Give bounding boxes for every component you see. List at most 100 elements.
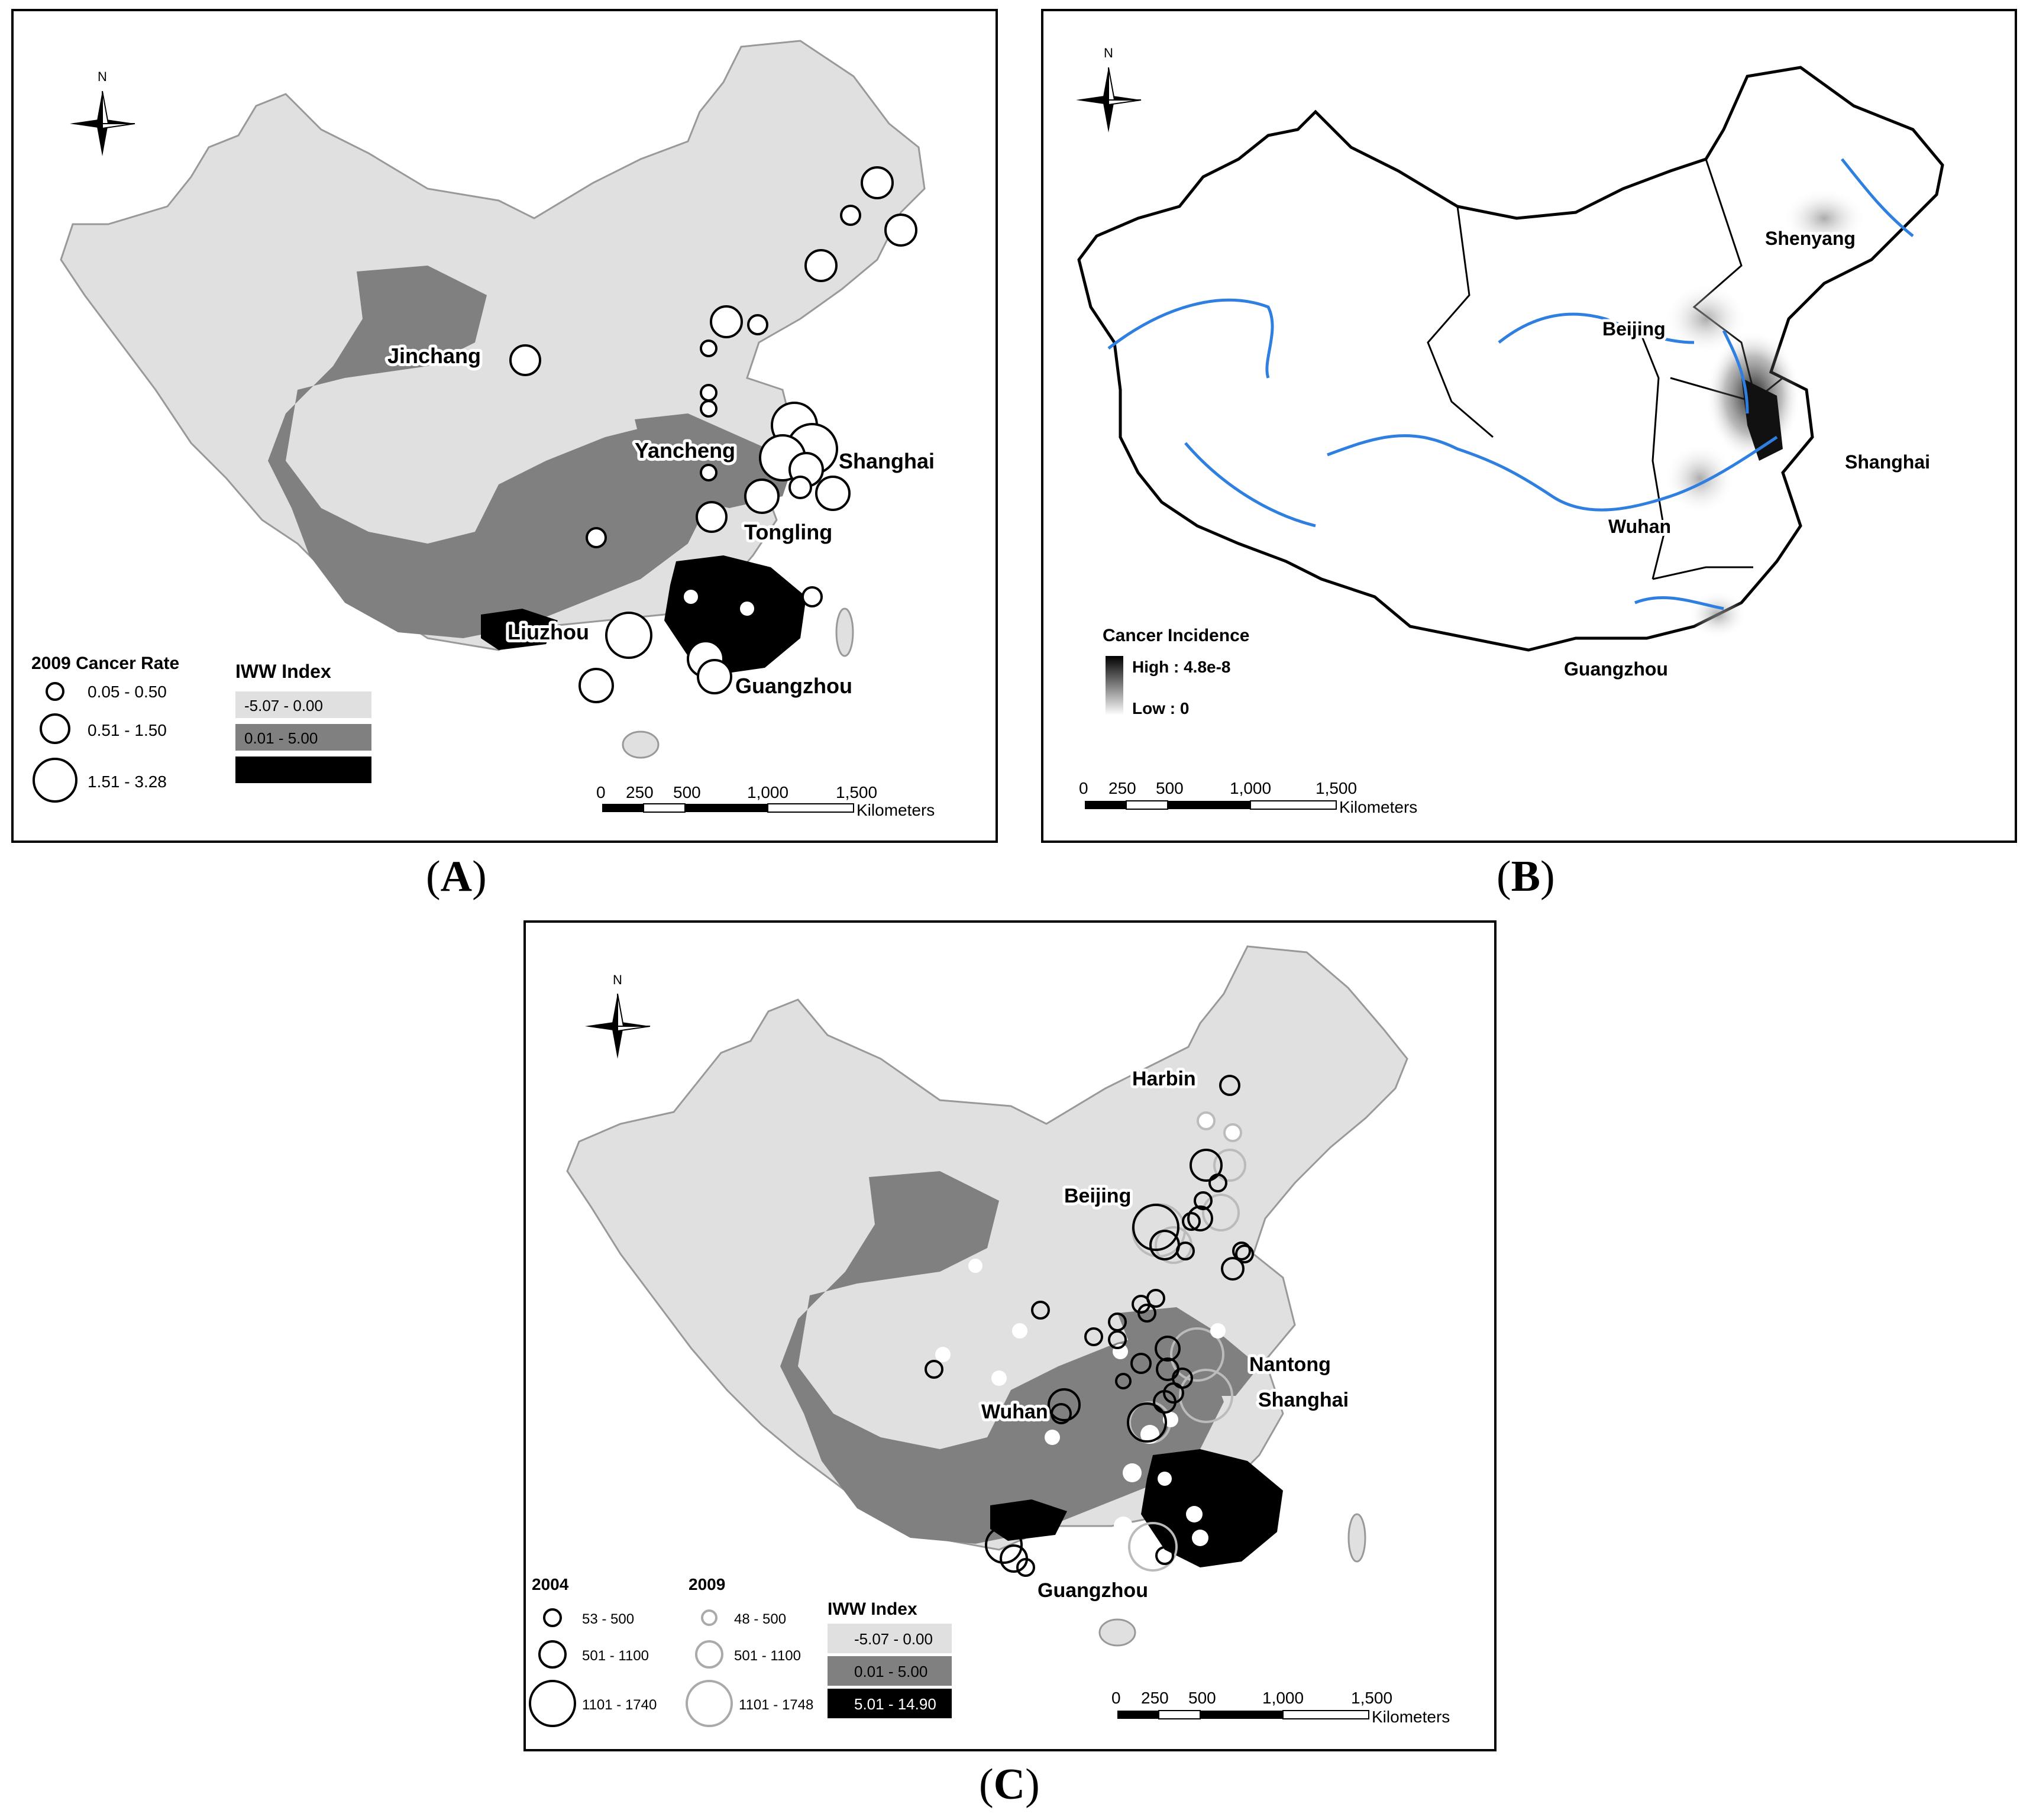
caption-a: (A) [426, 852, 487, 901]
cancer-rate-circle [700, 400, 717, 418]
north-label: N [1104, 46, 1113, 60]
taiwan-island [835, 607, 854, 657]
legend-circle-large [33, 758, 77, 803]
hainan-island [1098, 1618, 1136, 1647]
circle-2009 [1213, 1149, 1246, 1182]
scale-tick-1500: 1,500 [1316, 779, 1357, 797]
city-label-nantong: Nantong [1249, 1353, 1331, 1376]
circle-2009-small [1114, 1517, 1133, 1535]
cancer-legend-class-1: 0.05 - 0.50 [88, 683, 167, 701]
north-label: N [613, 972, 622, 987]
circle-2009-small [1123, 1463, 1142, 1482]
cancer-rate-circle [788, 476, 812, 499]
cancer-rate-circle [861, 166, 894, 199]
cancer-rate-circle [801, 586, 823, 607]
city-label-beijing: Beijing [1602, 318, 1666, 340]
scale-unit: Kilometers [1372, 1708, 1450, 1726]
city-label-shanghai: Shanghai [1258, 1389, 1349, 1411]
scale-tick-0: 0 [596, 783, 606, 801]
city-label-tongling: Tongling [744, 520, 832, 544]
cancer-rate-circle [509, 344, 541, 376]
cancer-rate-circle [804, 249, 838, 282]
circle-2004 [1031, 1301, 1050, 1320]
cancer-rate-circle [744, 479, 780, 514]
circle-2009 [1197, 1111, 1216, 1130]
iww-swatch-high [235, 757, 371, 783]
circle-2009-small [1199, 1114, 1213, 1128]
city-label-shenyang: Shenyang [1765, 228, 1856, 249]
circle-2009-small [1186, 1506, 1203, 1522]
cancer-rate-circle [884, 214, 917, 247]
circle-2009 [1223, 1123, 1242, 1142]
circle-2004 [1155, 1336, 1181, 1362]
legend-2009-small [701, 1609, 717, 1626]
circle-2009 [1202, 1194, 1240, 1231]
circle-2009-small [1192, 1530, 1208, 1546]
circle-2009-small [1032, 1577, 1049, 1593]
scale-unit: Kilometers [1339, 798, 1417, 816]
circle-2009-small [1012, 1323, 1027, 1339]
iww-class-mid: 0.01 - 5.00 [854, 1663, 927, 1680]
cancer-legend-class-3: 1.51 - 3.28 [88, 772, 167, 791]
circle-2009-small [1045, 1430, 1060, 1445]
circle-2004 [1182, 1212, 1201, 1231]
circle-2004 [1016, 1558, 1035, 1577]
legend-2009-title: 2009 [689, 1575, 725, 1593]
circle-2009 [1179, 1369, 1233, 1423]
legend-2004-large [529, 1680, 576, 1727]
map-a-canvas: N Jinchang Yancheng Shanghai Tongling Li… [31, 40, 938, 819]
cancer-rate-circle [681, 587, 700, 606]
city-label-beijing: Beijing [1064, 1185, 1131, 1207]
circle-2004 [1208, 1174, 1227, 1192]
iww-high-region-guangzhou [664, 555, 806, 674]
city-label-shanghai: Shanghai [1845, 451, 1930, 473]
legend-circle-medium [40, 713, 70, 744]
scale-tick-250: 250 [1141, 1689, 1169, 1707]
circle-2004 [1235, 1244, 1254, 1263]
legend-2004-medium [538, 1640, 567, 1669]
city-label-liuzhou: Liuzhou [508, 620, 589, 644]
cancer-rate-circle [697, 659, 732, 694]
china-outline [1077, 66, 1944, 652]
iww-mid-region-2 [1117, 1307, 1259, 1396]
map-panel-a: N Jinchang Yancheng Shanghai Tongling Li… [11, 9, 998, 843]
cancer-legend-title: 2009 Cancer Rate [31, 654, 179, 673]
incidence-legend-title: Cancer Incidence [1103, 626, 1249, 645]
scale-bar: 0 250 500 1,000 1,500 Kilometers [1079, 779, 1417, 816]
map-c-canvas: N Harbin Beijing Nantong Shanghai Wuhan … [529, 945, 1450, 1727]
legend-2004-small [543, 1608, 562, 1627]
map-panel-c: N Harbin Beijing Nantong Shanghai Wuhan … [523, 920, 1497, 1751]
circle-2009-small [968, 1259, 982, 1273]
circle-2004 [925, 1360, 943, 1379]
cancer-rate-circle [696, 501, 728, 533]
cancer-rate-circle [710, 305, 743, 338]
scale-tick-0: 0 [1111, 1689, 1121, 1707]
iww-mid-region [780, 1171, 1224, 1544]
cancer-rate-circle [700, 384, 717, 402]
city-label-guangzhou: Guangzhou [1038, 1579, 1148, 1602]
cancer-rate-circle [700, 464, 717, 481]
circle-2004 [1108, 1330, 1127, 1349]
incidence-ramp [1106, 656, 1123, 715]
circle-2004 [1127, 1402, 1167, 1443]
circle-2004 [1232, 1242, 1251, 1260]
cancer-rate-circle [747, 314, 768, 335]
legend-2004-class-2: 501 - 1100 [582, 1648, 649, 1664]
iww-high-region-liuzhou [481, 609, 558, 650]
circle-2004 [1219, 1075, 1240, 1096]
incidence-hotspot-guangzhou [1688, 591, 1747, 638]
city-label-jinchang: Jinchang [387, 344, 481, 368]
circle-2004 [1190, 1149, 1223, 1182]
circle-2004 [1130, 1353, 1152, 1374]
circle-2004 [1194, 1191, 1213, 1210]
legend-2004-class-1: 53 - 500 [582, 1611, 634, 1627]
iww-legend-title: IWW Index [235, 661, 331, 682]
scale-tick-250: 250 [626, 783, 654, 801]
scale-tick-0: 0 [1079, 779, 1088, 797]
scale-bar: 0 250 500 1,000 1,500 Kilometers [596, 783, 935, 819]
circle-2009 [1128, 1522, 1178, 1572]
iww-high-region-guangzhou [1141, 1449, 1283, 1567]
circle-2004 [1176, 1242, 1195, 1260]
scale-tick-250: 250 [1108, 779, 1136, 797]
city-label-wuhan: Wuhan [1608, 516, 1671, 537]
